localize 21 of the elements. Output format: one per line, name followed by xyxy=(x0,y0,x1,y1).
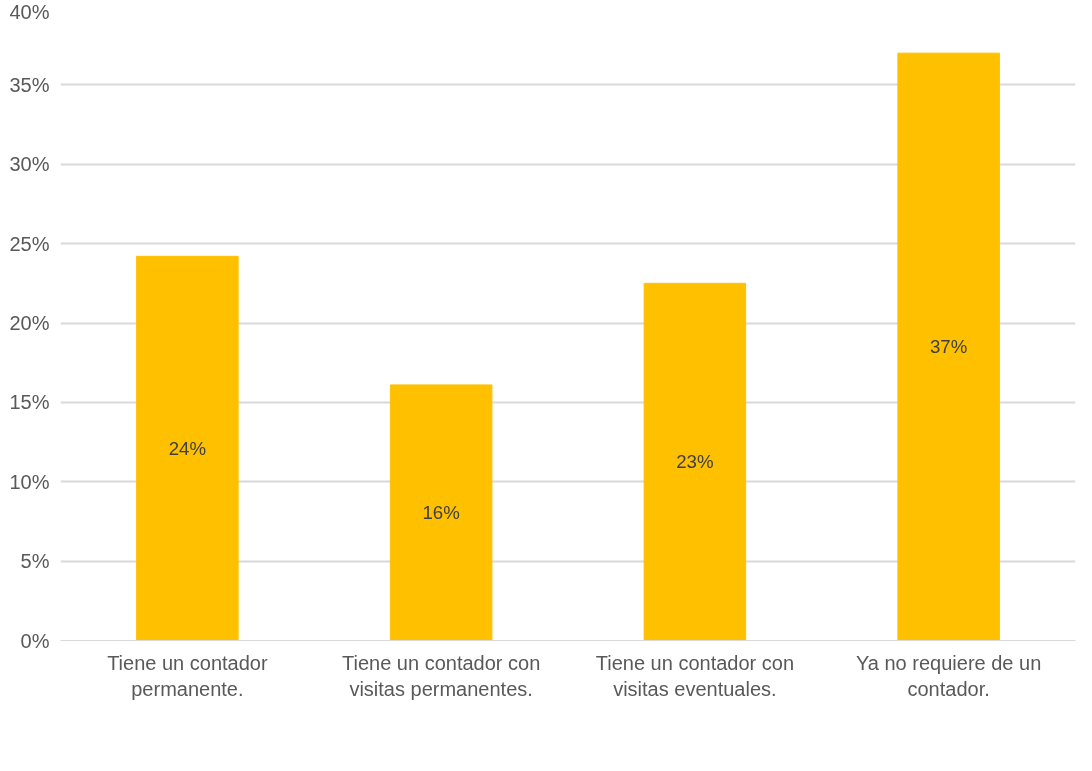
bar xyxy=(643,282,747,641)
y-tick-label: 15% xyxy=(9,391,50,414)
y-tick-label: 40% xyxy=(9,0,50,23)
y-tick-label: 5% xyxy=(20,550,50,573)
y-tick-label: 30% xyxy=(9,153,50,176)
y-tick-label: 10% xyxy=(9,470,50,493)
x-tick-label: Tiene un contador permanente. xyxy=(107,651,268,700)
y-tick-label: 0% xyxy=(20,629,50,652)
y-tick-label: 35% xyxy=(9,73,50,96)
bar xyxy=(897,52,1000,641)
y-tick-label: 20% xyxy=(9,312,50,334)
data-label: 16% xyxy=(422,502,460,524)
y-tick-label: 25% xyxy=(9,232,50,255)
data-label: 24% xyxy=(168,437,207,459)
x-tick-label: Tiene un contador con visitas eventuales. xyxy=(595,651,795,700)
bar xyxy=(389,384,493,641)
bar xyxy=(136,255,239,641)
x-tick-label: Tiene un contador con visitas permanentes. xyxy=(341,651,541,700)
x-tick-label: Ya no requiere de un contador. xyxy=(855,651,1042,700)
data-label: 23% xyxy=(676,451,714,473)
data-label: 37% xyxy=(929,336,968,358)
